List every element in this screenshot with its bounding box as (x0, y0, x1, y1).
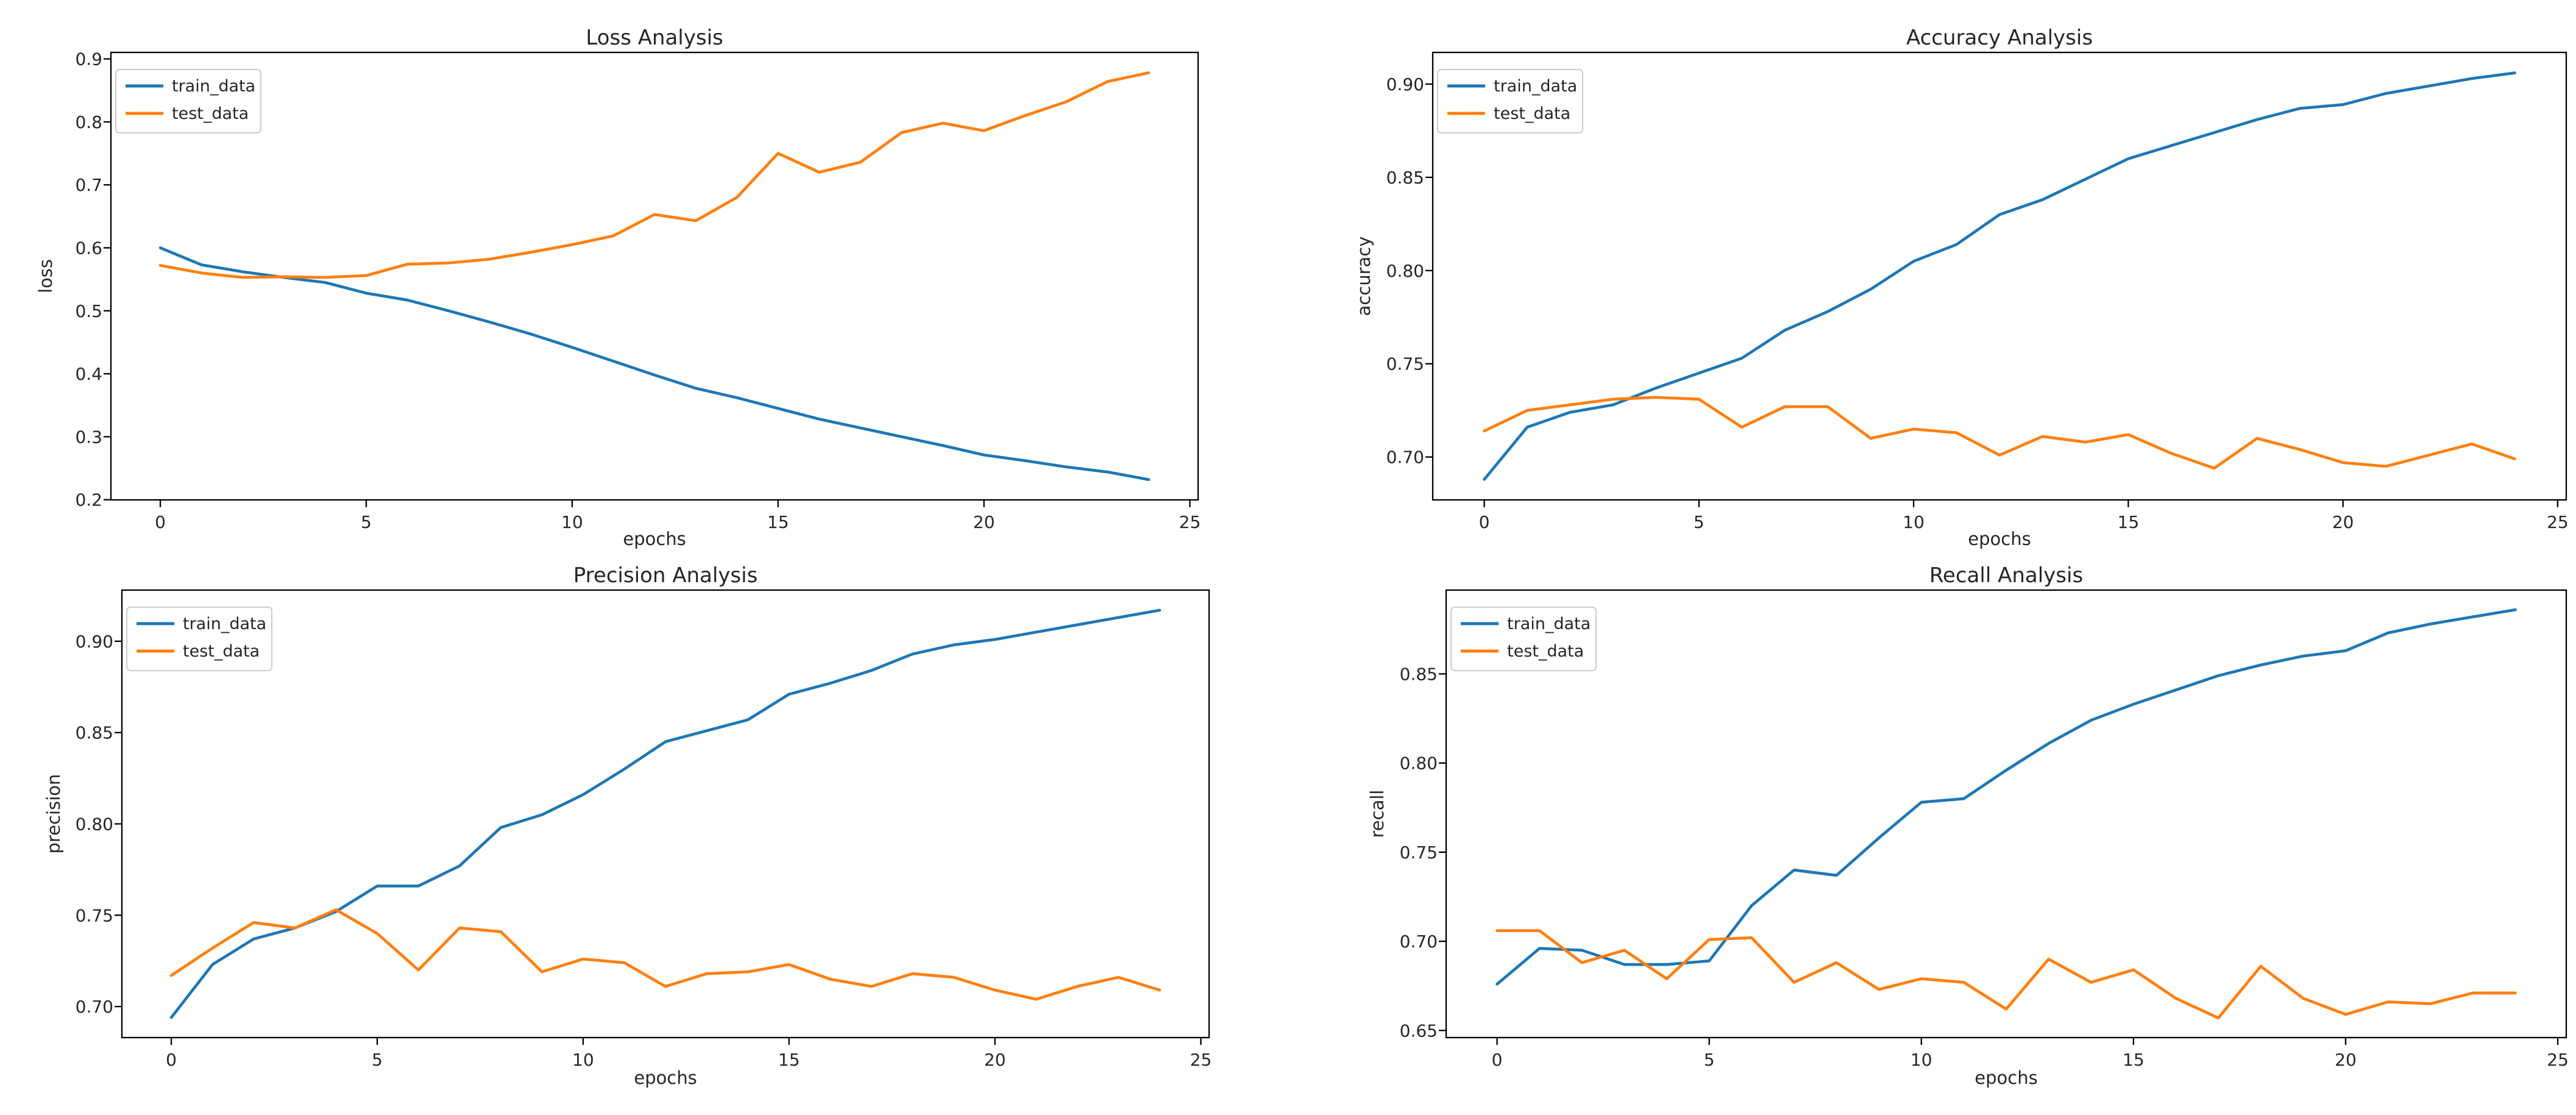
legend-label-test_data: test_data (183, 642, 260, 661)
y-tick-label: 0.8 (75, 112, 102, 132)
y-tick-label: 0.90 (1386, 74, 1424, 94)
legend-label-train_data: train_data (172, 77, 255, 96)
legend-label-train_data: train_data (183, 614, 266, 633)
x-tick-label: 5 (372, 1050, 383, 1070)
plot-border (121, 589, 1210, 1039)
x-tick-label: 10 (561, 512, 583, 532)
test_data-line (169, 908, 1162, 1001)
x-tick-label: 5 (361, 512, 372, 532)
y-tick-label: 0.7 (75, 175, 102, 195)
y-tick-label: 0.70 (76, 997, 113, 1017)
y-tick-label: 0.75 (1400, 842, 1438, 863)
train_data-line (158, 246, 1151, 481)
train_data-line (169, 608, 1162, 1019)
x-tick-label: 0 (166, 1050, 177, 1070)
plot-border (110, 51, 1199, 501)
x-axis-label: epochs (1968, 529, 2031, 549)
x-tick-label: 20 (2335, 1050, 2357, 1070)
y-tick-label: 0.4 (75, 364, 102, 384)
y-tick-label: 0.85 (76, 723, 113, 743)
x-tick-label: 20 (973, 512, 995, 532)
plot-area: 0 5 10 15 20 25 0.70 0.75 0.80 0.85 0.90 train_data… (76, 589, 1212, 1070)
legend-label-test_data: test_data (172, 104, 249, 123)
y-tick-label: 0.70 (1400, 932, 1438, 952)
plot-border (1445, 589, 2567, 1039)
plot-area: 0 5 10 15 20 25 0.70 0.75 0.80 0.85 0.90 train_data… (1386, 51, 2569, 532)
legend: train_data test_data (115, 69, 261, 134)
legend-label-train_data: train_data (1494, 77, 1577, 96)
y-tick-label: 0.80 (1386, 261, 1424, 281)
chart-title: Precision Analysis (573, 563, 758, 588)
y-tick-label: 0.6 (75, 238, 102, 258)
y-tick-label: 0.80 (1400, 753, 1438, 774)
train_data-line (1496, 608, 2517, 986)
legend: train_data test_data (1437, 69, 1583, 134)
y-tick-label: 0.85 (1400, 664, 1438, 684)
chart-title: Recall Analysis (1929, 563, 2083, 588)
y-axis-label: recall (1367, 790, 1388, 838)
precision-analysis-chart: Precision Analysis epochs precision 0 5 10… (43, 563, 1212, 1088)
legend: train_data test_data (1450, 607, 1597, 671)
x-axis-label: epochs (623, 529, 686, 549)
test_data-line (1483, 396, 2516, 470)
train_data-line (1483, 71, 2516, 481)
y-axis-label: accuracy (1354, 237, 1374, 316)
x-tick-label: 15 (767, 512, 789, 532)
y-tick-label: 0.5 (75, 301, 102, 321)
y-tick-label: 0.65 (1400, 1021, 1438, 1041)
x-tick-label: 25 (1190, 1050, 1212, 1070)
x-tick-label: 25 (2547, 512, 2569, 532)
accuracy-analysis-chart: Accuracy Analysis epochs accuracy 0 5 10 15… (1354, 26, 2569, 549)
y-tick-label: 0.9 (75, 49, 102, 69)
x-tick-label: 10 (1911, 1050, 1932, 1070)
chart-title: Loss Analysis (586, 26, 723, 50)
y-axis-label: loss (35, 259, 56, 293)
y-tick-label: 0.70 (1386, 447, 1424, 468)
test_data-line (158, 71, 1151, 279)
x-tick-label: 10 (572, 1050, 594, 1070)
legend: train_data test_data (126, 607, 272, 671)
plot-area: 0 5 10 15 20 25 0.65 0.70 0.75 0.80 0.85 train_data… (1400, 589, 2569, 1070)
y-tick-label: 0.85 (1386, 168, 1424, 188)
x-tick-label: 20 (984, 1050, 1006, 1070)
x-tick-label: 5 (1694, 512, 1705, 532)
x-tick-label: 20 (2332, 512, 2354, 532)
legend-label-train_data: train_data (1507, 614, 1591, 633)
recall-analysis-chart: Recall Analysis epochs recall 0 5 10 15 20 25… (1367, 563, 2569, 1088)
x-tick-label: 5 (1704, 1050, 1715, 1070)
loss-analysis-chart: Loss Analysis epochs loss 0 5 10 15 20 250.20… (35, 26, 1201, 549)
y-tick-label: 0.80 (76, 814, 113, 834)
legend-label-test_data: test_data (1494, 104, 1570, 123)
y-axis-label: precision (43, 774, 64, 854)
x-tick-label: 0 (1492, 1050, 1503, 1070)
x-tick-label: 0 (1479, 512, 1490, 532)
y-tick-label: 0.90 (76, 632, 113, 652)
x-tick-label: 15 (778, 1050, 800, 1070)
y-tick-label: 0.3 (75, 427, 102, 447)
x-tick-label: 15 (2123, 1050, 2145, 1070)
chart-title: Accuracy Analysis (1906, 26, 2093, 50)
x-tick-label: 15 (2118, 512, 2140, 532)
x-tick-label: 25 (2547, 1050, 2569, 1070)
plot-border (1432, 51, 2567, 501)
x-tick-label: 10 (1903, 512, 1925, 532)
x-tick-label: 0 (155, 512, 166, 532)
y-tick-label: 0.75 (1386, 354, 1424, 374)
legend-label-test_data: test_data (1507, 642, 1584, 661)
y-tick-label: 0.2 (75, 490, 102, 510)
x-axis-label: epochs (1975, 1067, 2037, 1088)
y-tick-label: 0.75 (76, 905, 113, 925)
x-tick-label: 25 (1179, 512, 1201, 532)
test_data-line (1496, 929, 2517, 1020)
plot-area: 0 5 10 15 20 25 0.2 0.3 0.4 0.5 0.6 0.7 0.8 0.9 train_… (75, 49, 1201, 532)
x-axis-label: epochs (634, 1067, 697, 1088)
